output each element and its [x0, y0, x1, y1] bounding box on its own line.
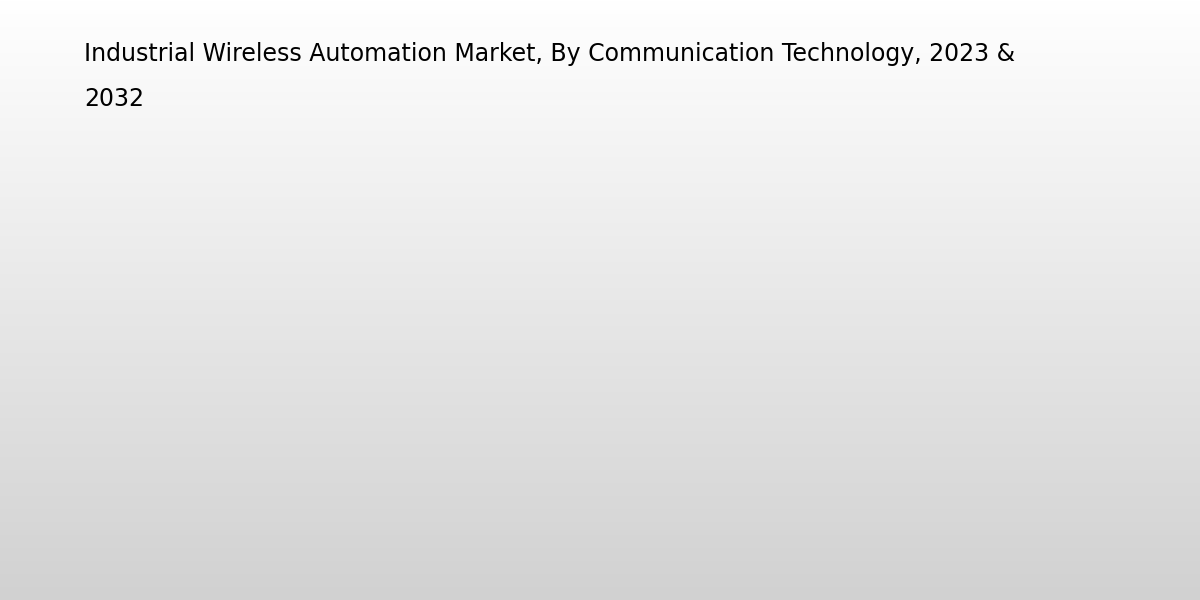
Bar: [172, 412, 233, 528]
Bar: [785, 456, 847, 528]
Y-axis label: Market Size in USD Billion: Market Size in USD Billion: [91, 232, 109, 464]
Bar: [437, 434, 499, 528]
Bar: [642, 442, 703, 528]
Bar: [233, 226, 294, 528]
Text: 8.1: 8.1: [158, 394, 184, 409]
Text: 2032: 2032: [84, 87, 144, 111]
Legend: 2023, 2032: 2023, 2032: [776, 51, 998, 86]
Bar: [1051, 387, 1112, 528]
Bar: [376, 478, 437, 528]
Bar: [581, 482, 642, 528]
Text: Industrial Wireless Automation Market, By Communication Technology, 2023 &: Industrial Wireless Automation Market, B…: [84, 42, 1015, 66]
Bar: [847, 401, 908, 528]
Bar: [990, 453, 1051, 528]
